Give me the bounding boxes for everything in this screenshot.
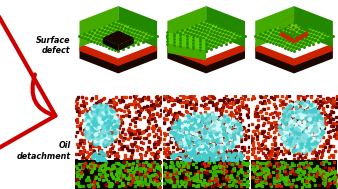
Polygon shape bbox=[167, 43, 245, 66]
Polygon shape bbox=[79, 47, 157, 74]
Polygon shape bbox=[255, 43, 333, 66]
Polygon shape bbox=[118, 38, 134, 51]
Polygon shape bbox=[167, 36, 206, 51]
Polygon shape bbox=[167, 43, 206, 60]
Text: Surface
defect: Surface defect bbox=[36, 36, 71, 55]
Bar bbox=[163, 160, 249, 189]
Polygon shape bbox=[280, 15, 308, 30]
Polygon shape bbox=[255, 21, 333, 51]
Polygon shape bbox=[206, 6, 245, 47]
Polygon shape bbox=[79, 6, 118, 47]
Polygon shape bbox=[79, 21, 157, 51]
Polygon shape bbox=[294, 30, 308, 43]
Polygon shape bbox=[167, 47, 245, 74]
Polygon shape bbox=[118, 6, 157, 47]
FancyArrowPatch shape bbox=[0, 13, 55, 174]
Polygon shape bbox=[280, 30, 294, 43]
Polygon shape bbox=[79, 43, 157, 66]
Polygon shape bbox=[167, 32, 206, 51]
Polygon shape bbox=[167, 6, 206, 47]
Polygon shape bbox=[255, 47, 333, 74]
Text: Oil
detachment: Oil detachment bbox=[16, 142, 71, 161]
Polygon shape bbox=[294, 15, 308, 30]
Polygon shape bbox=[294, 6, 333, 47]
Polygon shape bbox=[280, 15, 294, 30]
Polygon shape bbox=[255, 6, 294, 47]
Bar bbox=[251, 160, 337, 189]
Bar bbox=[75, 160, 162, 189]
Polygon shape bbox=[167, 21, 245, 51]
Polygon shape bbox=[103, 38, 118, 51]
Polygon shape bbox=[103, 30, 134, 45]
